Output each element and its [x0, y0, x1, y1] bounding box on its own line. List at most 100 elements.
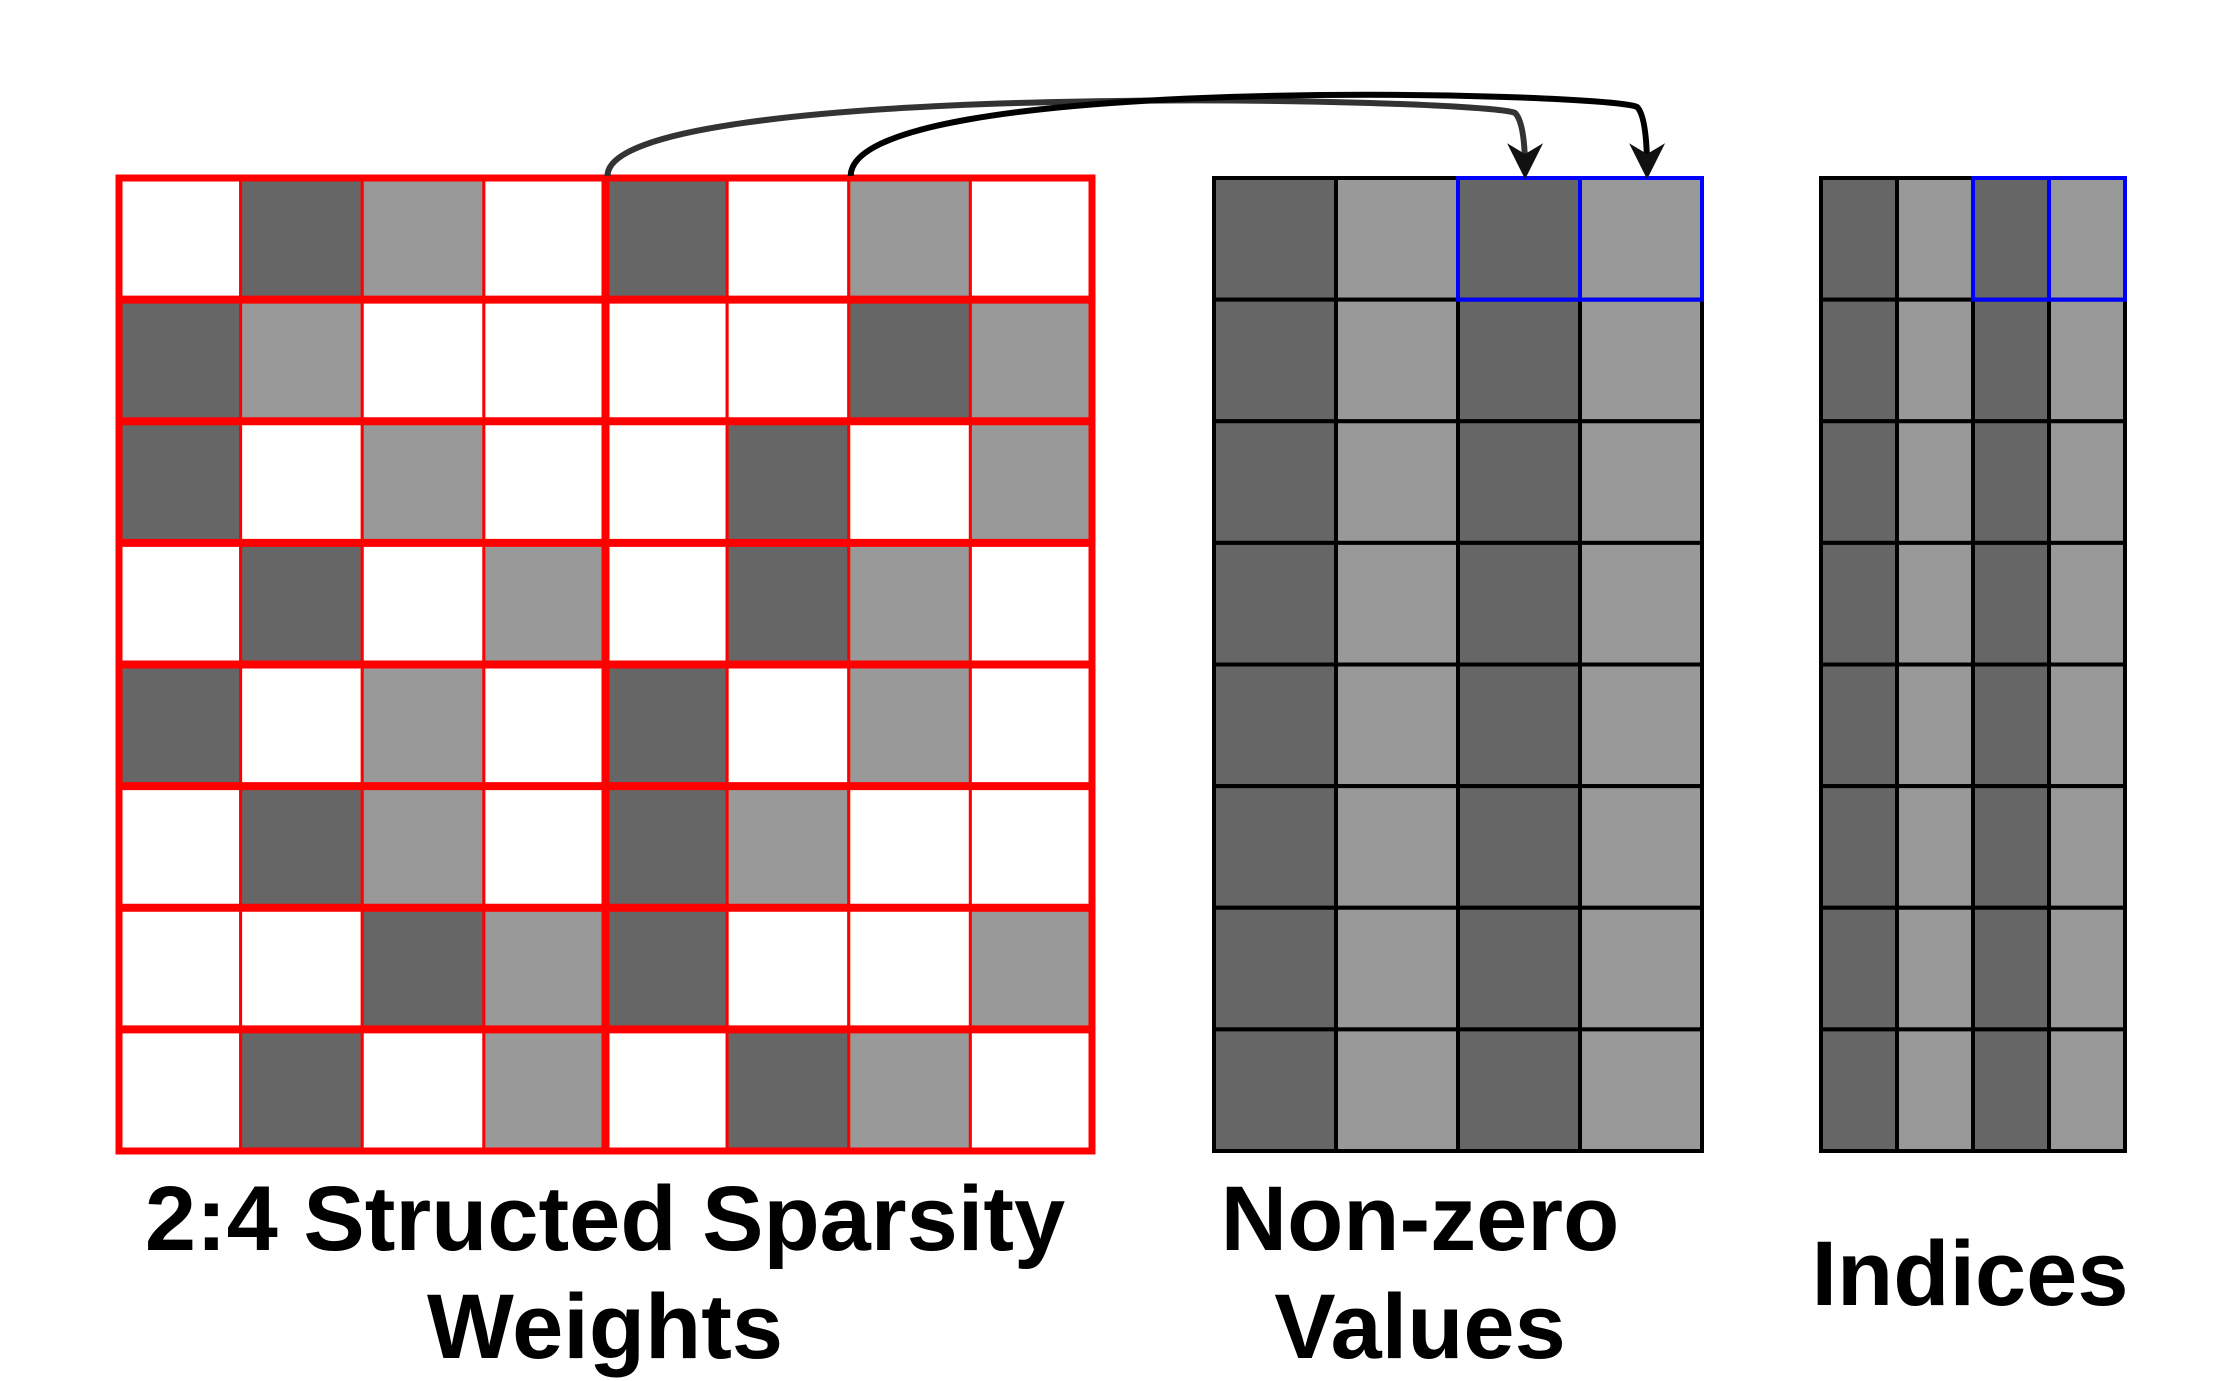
nonzero-cell-r1-c2: [1456, 297, 1582, 424]
indices-matrix: [1819, 176, 2127, 1153]
weights-cell-r5-c3: [482, 784, 607, 910]
nonzero-cell-r5-c2: [1456, 784, 1582, 910]
nonzero-cell-r3-c2: [1456, 540, 1582, 667]
weights-caption-line2: Weights: [426, 1276, 784, 1378]
indices-cell-r1-c1: [1895, 297, 1975, 424]
weights-cell-r3-c3: [482, 541, 607, 666]
indices-cell-r3-c1: [1895, 540, 1975, 667]
nonzero-cell-r0-c3: [1578, 176, 1704, 302]
nonzero-cell-r5-c0: [1212, 784, 1338, 910]
weights-cell-r1-c5: [725, 298, 851, 423]
indices-cell-r6-c2: [1971, 905, 2051, 1032]
nonzero-cell-r0-c2: [1456, 176, 1582, 302]
weights-cell-r2-c1: [239, 419, 364, 545]
weights-cell-r1-c0: [117, 298, 243, 423]
indices-cell-r2-c1: [1895, 419, 1975, 545]
indices-cell-r6-c1: [1895, 905, 1975, 1032]
nonzero-cell-r6-c3: [1578, 905, 1704, 1032]
nonzero-cell-r7-c0: [1212, 1027, 1338, 1153]
weights-caption: 2:4 Structed Sparsity Weights: [100, 1165, 1110, 1381]
weights-cell-r1-c7: [968, 298, 1094, 423]
weights-cell-r3-c0: [117, 541, 243, 666]
weights-cell-r5-c2: [360, 784, 486, 910]
weights-cell-r6-c4: [604, 906, 729, 1031]
indices-caption: Indices: [1770, 1220, 2170, 1328]
nonzero-cell-r4-c1: [1334, 662, 1460, 789]
weights-cell-r7-c6: [847, 1027, 972, 1153]
weights-cell-r7-c7: [968, 1027, 1094, 1153]
nonzero-cell-r4-c0: [1212, 662, 1338, 789]
weights-cell-r3-c6: [847, 541, 972, 666]
weights-cell-r3-c4: [604, 541, 729, 666]
indices-cell-r2-c2: [1971, 419, 2051, 545]
nonzero-cell-r1-c3: [1578, 297, 1704, 424]
indices-cell-r6-c3: [2047, 905, 2127, 1032]
weights-cell-r6-c7: [968, 906, 1094, 1031]
weights-cell-r0-c6: [847, 176, 972, 302]
weights-cell-r2-c5: [725, 419, 851, 545]
weights-cell-r3-c5: [725, 541, 851, 666]
indices-cell-r3-c3: [2047, 540, 2127, 667]
weights-cell-r6-c2: [360, 906, 486, 1031]
weights-cell-r2-c6: [847, 419, 972, 545]
nonzero-values-matrix: [1212, 176, 1704, 1153]
weights-caption-line1: 2:4 Structed Sparsity: [144, 1168, 1066, 1270]
nonzero-caption-line2: Values: [1274, 1276, 1566, 1378]
weights-cell-r0-c3: [482, 176, 607, 302]
weights-cell-r2-c3: [482, 419, 607, 545]
indices-cell-r6-c0: [1819, 905, 1899, 1032]
weights-cell-r0-c0: [117, 176, 243, 302]
nonzero-cell-r4-c3: [1578, 662, 1704, 789]
weights-cell-r4-c0: [117, 663, 243, 788]
nonzero-cell-r7-c2: [1456, 1027, 1582, 1153]
weights-cell-r3-c7: [968, 541, 1094, 666]
indices-cell-r2-c0: [1819, 419, 1899, 545]
nonzero-cell-r2-c1: [1334, 419, 1460, 545]
weights-cell-r1-c4: [604, 298, 729, 423]
nonzero-cell-r5-c3: [1578, 784, 1704, 910]
indices-highlight-r0-c3: [2047, 176, 2127, 302]
weights-cell-r4-c7: [968, 663, 1094, 788]
indices-cell-r1-c2: [1971, 297, 2051, 424]
weights-cell-r5-c1: [239, 784, 364, 910]
weights-cell-r2-c2: [360, 419, 486, 545]
weights-cell-r1-c6: [847, 298, 972, 423]
weights-cell-r7-c4: [604, 1027, 729, 1153]
weights-cell-r7-c0: [117, 1027, 243, 1153]
weights-cell-r5-c7: [968, 784, 1094, 910]
indices-cell-r5-c1: [1895, 784, 1975, 910]
indices-cell-r1-c0: [1819, 297, 1899, 424]
weights-cell-r7-c2: [360, 1027, 486, 1153]
weights-cell-r6-c3: [482, 906, 607, 1031]
nonzero-cell-r0-c1: [1334, 176, 1460, 302]
weights-cell-r2-c7: [968, 419, 1094, 545]
weights-cell-r6-c0: [117, 906, 243, 1031]
indices-cell-r4-c3: [2047, 662, 2127, 789]
nonzero-cell-r3-c1: [1334, 540, 1460, 667]
indices-cell-r0-c0: [1819, 176, 1899, 302]
indices-cell-r3-c2: [1971, 540, 2051, 667]
weights-cell-r7-c3: [482, 1027, 607, 1153]
nonzero-cell-r2-c0: [1212, 419, 1338, 545]
weights-cell-r3-c2: [360, 541, 486, 666]
indices-cell-r5-c2: [1971, 784, 2051, 910]
weights-cell-r4-c3: [482, 663, 607, 788]
indices-cell-r4-c1: [1895, 662, 1975, 789]
weights-cell-r2-c4: [604, 419, 729, 545]
indices-cell-r4-c2: [1971, 662, 2051, 789]
arrow-weights-cell-r0-c4-to-nonzero-cell-r0-c2: [604, 97, 1544, 180]
weights-cell-r5-c6: [847, 784, 972, 910]
indices-cell-r3-c0: [1819, 540, 1899, 667]
weights-cell-r1-c2: [360, 298, 486, 423]
arrows: [604, 91, 1666, 180]
weights-cell-r4-c2: [360, 663, 486, 788]
indices-caption-text: Indices: [1811, 1223, 2129, 1325]
nonzero-cell-r2-c2: [1456, 419, 1582, 545]
nonzero-cell-r3-c0: [1212, 540, 1338, 667]
weights-cell-r3-c1: [239, 541, 364, 666]
nonzero-cell-r7-c3: [1578, 1027, 1704, 1153]
indices-cell-r2-c3: [2047, 419, 2127, 545]
weights-cell-r4-c6: [847, 663, 972, 788]
nonzero-cell-r5-c1: [1334, 784, 1460, 910]
weights-cell-r0-c1: [239, 176, 364, 302]
